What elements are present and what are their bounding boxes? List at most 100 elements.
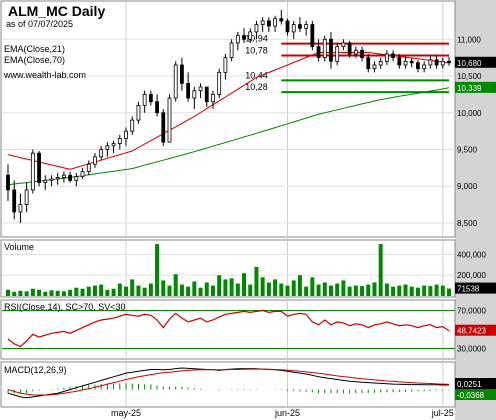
volume-bar xyxy=(304,286,309,296)
candle-body xyxy=(428,59,433,66)
candle-body xyxy=(173,64,178,99)
candle-body xyxy=(55,177,60,180)
volume-bar xyxy=(148,283,153,296)
candle-body xyxy=(360,49,364,59)
volume-bar xyxy=(124,286,129,296)
volume-bar xyxy=(37,289,42,296)
candle-body xyxy=(434,59,439,66)
x-tick-label: may-25 xyxy=(111,408,141,418)
volume-bar xyxy=(217,275,222,296)
volume-bar xyxy=(310,277,315,296)
volume-bar xyxy=(12,291,17,296)
volume-bar xyxy=(353,285,358,296)
volume-bar xyxy=(378,244,383,296)
price-tick-label: 8,500 xyxy=(457,219,478,228)
volume-bar xyxy=(61,291,66,296)
rsi-series: 48,7423 xyxy=(2,309,496,349)
price-badge xyxy=(455,81,496,93)
volume-pane xyxy=(0,239,456,298)
volume-bar xyxy=(198,287,203,296)
candle-body xyxy=(310,24,315,48)
candle-body xyxy=(229,42,234,59)
volume-bar xyxy=(86,286,91,296)
candle-body xyxy=(242,35,246,40)
candle-body xyxy=(43,179,48,183)
volume-bar xyxy=(422,285,427,296)
volume-tick-label: 200,000 xyxy=(457,271,486,280)
volume-badge-text: 71538 xyxy=(457,285,480,294)
candle-body xyxy=(416,62,420,70)
volume-bars: 71538 xyxy=(6,244,496,296)
volume-bar xyxy=(92,285,97,296)
candle-body xyxy=(62,174,66,178)
rsi-badge-text: 48,7423 xyxy=(457,327,486,336)
rsi-badge xyxy=(455,324,496,336)
volume-bar xyxy=(30,288,35,296)
volume-bar xyxy=(347,286,352,296)
candle-body xyxy=(12,189,17,213)
price-tick-label: 9,500 xyxy=(457,145,478,154)
volume-bar xyxy=(235,283,240,296)
candle-body xyxy=(409,60,414,64)
volume-bar xyxy=(328,285,333,296)
volume-bar xyxy=(366,284,371,296)
price-tick-label: 11,000 xyxy=(457,35,481,44)
volume-bar xyxy=(440,285,445,296)
x-tick-label: jun-25 xyxy=(274,408,300,418)
candle-body xyxy=(447,60,451,64)
candle-body xyxy=(18,204,23,213)
candle-body xyxy=(235,35,240,44)
volume-bar xyxy=(447,288,451,296)
candle-body xyxy=(86,163,91,172)
candle-body xyxy=(37,152,41,183)
volume-bar xyxy=(322,282,327,296)
volume-bar xyxy=(99,284,104,296)
candle-body xyxy=(111,143,116,147)
candle-body xyxy=(6,174,10,191)
candle-body xyxy=(24,189,29,206)
chart-title: ALM_MC Daily xyxy=(8,3,105,19)
candle-body xyxy=(440,60,445,66)
candle-body xyxy=(298,24,302,29)
candle-body xyxy=(124,130,128,139)
candle-body xyxy=(391,53,395,59)
x-tick-label: jul-25 xyxy=(431,408,454,418)
volume-bar xyxy=(167,285,172,296)
volume-bar xyxy=(397,285,402,296)
candle-body xyxy=(291,24,296,33)
chart-subtitle: as of 07/07/2025 xyxy=(6,19,73,29)
level-label: 10,28 xyxy=(245,82,268,92)
candle-body xyxy=(397,57,402,66)
candle-body xyxy=(148,93,153,103)
volume-bar xyxy=(409,286,414,296)
candle-body xyxy=(353,49,358,55)
volume-bar xyxy=(266,282,271,296)
volume-bar xyxy=(415,287,420,296)
volume-bar xyxy=(204,282,209,296)
macd-series: 0,0251 -0,0368 xyxy=(7,367,496,400)
candle-body xyxy=(322,38,327,59)
volume-bar xyxy=(142,287,147,296)
candle-body xyxy=(30,152,35,191)
volume-bar xyxy=(223,279,228,296)
legend-ema21: EMA(Close,21) xyxy=(4,44,65,54)
price-tick-label: 10,000 xyxy=(457,109,482,118)
volume-bar xyxy=(273,279,278,296)
volume-bar xyxy=(260,277,265,296)
volume-bar xyxy=(229,278,234,296)
volume-bar xyxy=(68,289,73,296)
price-badge xyxy=(455,56,496,68)
rsi-label: RSI(Close,14), SC>70, SV<30 xyxy=(4,302,126,312)
candle-body xyxy=(248,31,253,40)
candle-body xyxy=(260,20,265,25)
level-label: 10,44 xyxy=(245,70,268,80)
candle-body xyxy=(155,101,159,114)
candle-body xyxy=(93,156,97,165)
macd-signal-badge-text: -0,0368 xyxy=(457,391,485,400)
candle-body xyxy=(167,97,172,143)
candle-body xyxy=(204,86,209,103)
legend-ema70: EMA(Close,70) xyxy=(4,55,65,65)
candle-body xyxy=(316,46,321,59)
candle-body xyxy=(161,112,166,143)
